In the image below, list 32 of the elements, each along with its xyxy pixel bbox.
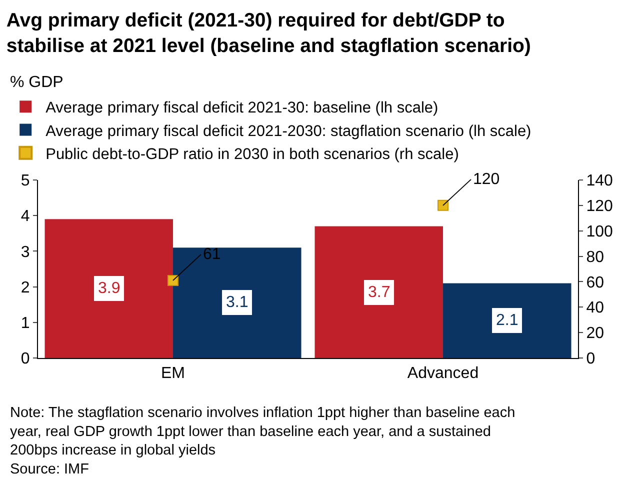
legend-label: Average primary fiscal deficit 2021-2030: stagflation scenario (lh scale)	[46, 122, 532, 140]
legend-label: Public debt-to-GDP ratio in 2030 in both scenarios (rh scale)	[46, 146, 459, 163]
y2-tick-label: 140	[586, 172, 613, 190]
data-label: 3.1	[226, 294, 248, 311]
y2-tick-label: 40	[586, 300, 604, 317]
y2-tick-label: 60	[586, 274, 604, 292]
bar	[44, 219, 173, 358]
y-tick-label: 1	[20, 315, 30, 332]
y2-tick-label: 120	[586, 198, 613, 216]
y-tick-label: 4	[20, 208, 30, 226]
x-tick-label: EM	[161, 365, 185, 382]
y-tick-label: 3	[20, 244, 30, 261]
bar	[173, 248, 302, 358]
y2-tick-label: 20	[586, 325, 604, 342]
x-tick-label: Advanced	[407, 365, 479, 382]
chart-title: Avg primary deficit (2021-30) required for debt/GDP to stabilise at 2021 level (baseline and stagflation scenario)	[6, 9, 531, 57]
legend-label: Average primary fiscal deficit 2021-30: baseline (lh scale)	[46, 100, 438, 117]
y2-tick-label: 0	[586, 350, 596, 368]
bar	[314, 226, 443, 358]
data-label: 3.7	[368, 284, 390, 301]
y-tick-label: 5	[20, 172, 30, 190]
y-tick-label: 0	[20, 350, 30, 368]
y2-tick-label: 100	[586, 223, 613, 240]
text: Note: The stagflation scenario involves inflation 1ppt higher than baseline each year, real GDP growth 1ppt lower than baseline each year, and a sustained 200bps increase in global yields Source: IMF	[10, 405, 516, 478]
y-tick-label: 2	[20, 279, 30, 296]
data-label: 3.9	[98, 280, 120, 297]
data-label: 61	[203, 246, 221, 263]
y2-tick-label: 80	[586, 248, 604, 266]
data-label: 120	[473, 171, 500, 188]
data-label: 2.1	[496, 312, 518, 329]
bar	[443, 283, 572, 358]
text: % GDP	[10, 74, 64, 91]
